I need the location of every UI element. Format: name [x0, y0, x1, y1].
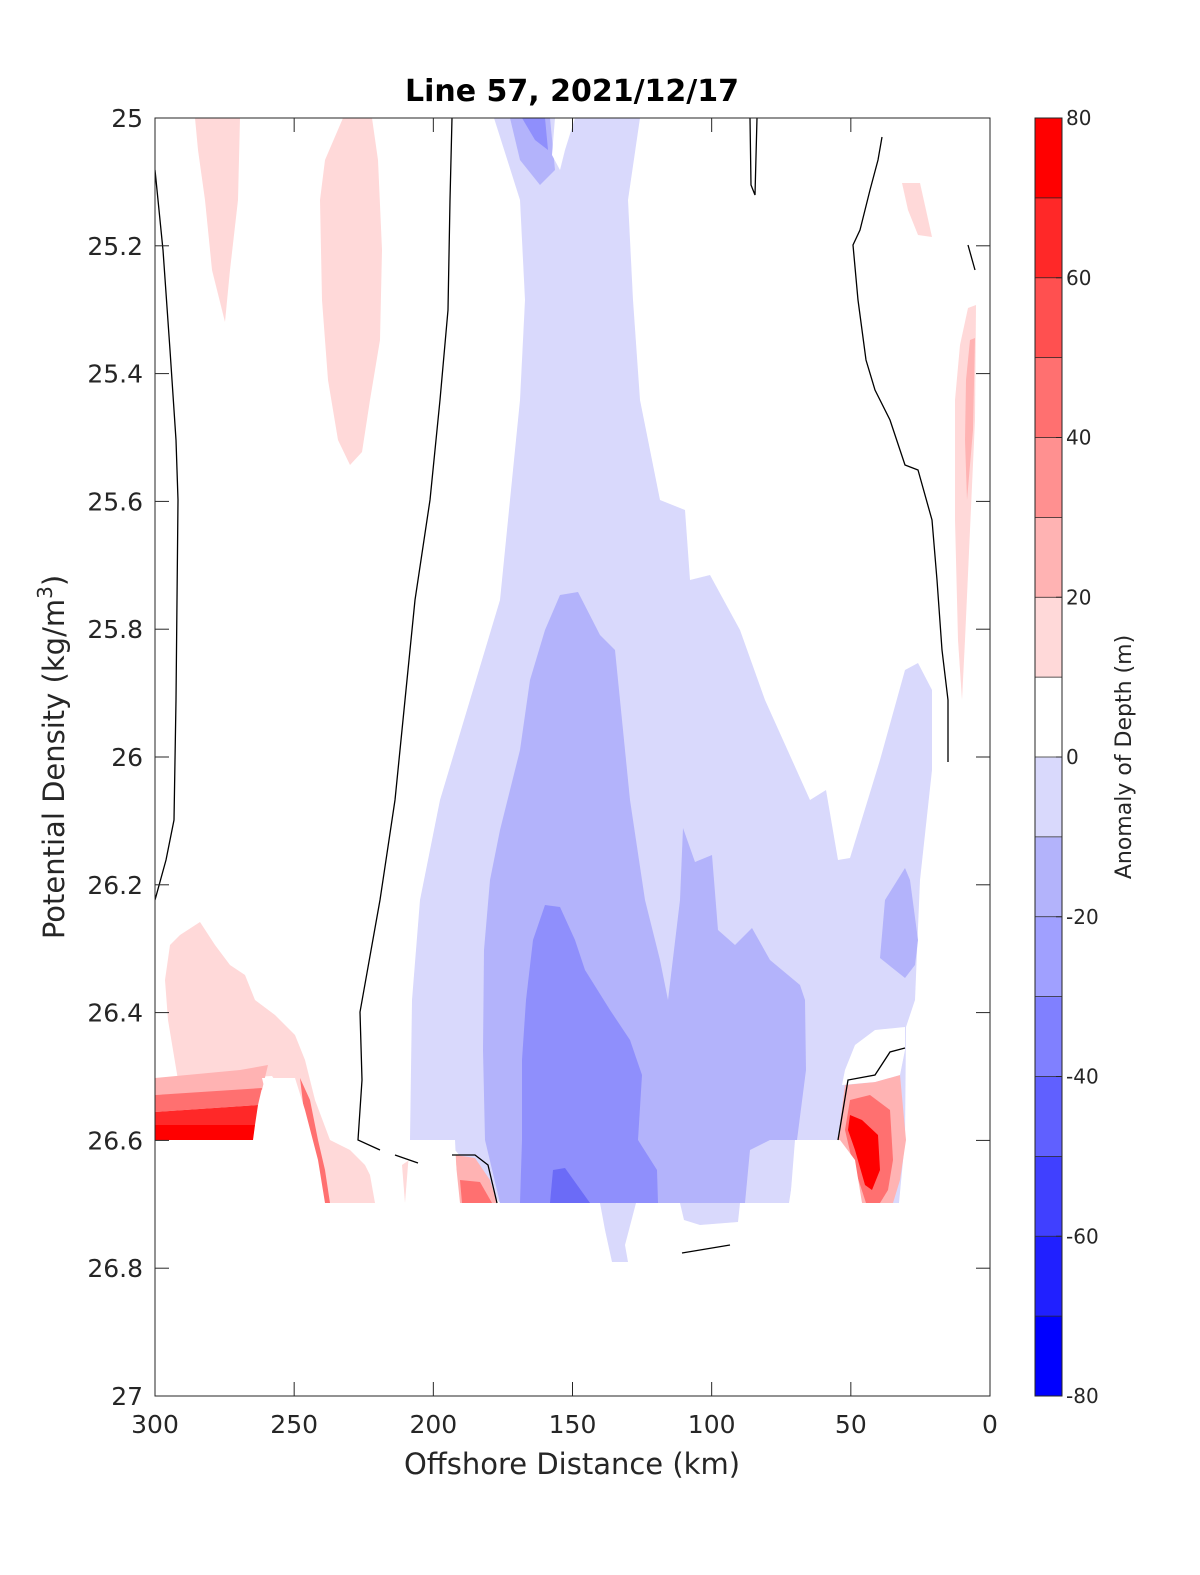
anomaly-region-red-band-1 — [155, 1065, 268, 1095]
y-tick-label: 26.6 — [87, 1126, 143, 1155]
colorbar-segment — [1035, 197, 1062, 279]
colorbar-segment — [1035, 357, 1062, 438]
colorbar-segment — [1035, 1236, 1062, 1317]
no-data-mask-1 — [262, 1078, 325, 1203]
colorbar-segment — [1035, 437, 1062, 518]
anomaly-region-light-blue-tail-2 — [680, 1203, 740, 1225]
anomaly-region-red-band-4 — [155, 1125, 255, 1140]
colorbar-segment — [1035, 1156, 1062, 1237]
colorbar-tick-label: 60 — [1066, 266, 1091, 290]
anomaly-region-blue-top-core — [522, 118, 548, 150]
x-tick-label: 250 — [270, 1410, 318, 1439]
colorbar: 80 60 40 20 0 -20 -40 -60 -80 — [1035, 106, 1099, 1408]
colorbar-segment — [1035, 1316, 1062, 1397]
anomaly-region-light-blue-tail — [600, 1203, 636, 1262]
colorbar-tick-label: 40 — [1066, 426, 1091, 450]
colorbar-tick-label: -60 — [1066, 1224, 1099, 1248]
colorbar-segment — [1035, 517, 1062, 598]
y-tick-label: 27 — [111, 1382, 143, 1411]
no-data-mask-3 — [790, 1140, 862, 1203]
anomaly-region-red-band-2 — [155, 1088, 262, 1112]
x-tick-label: 0 — [982, 1410, 998, 1439]
y-tick-label: 26 — [111, 743, 143, 772]
y-axis: 25 25.2 25.4 25.6 25.8 26 26.2 26.4 26.6 26.8 27 — [87, 104, 990, 1411]
zero-contour-seg-2 — [452, 1154, 498, 1204]
anomaly-region-blue-core — [550, 1168, 590, 1203]
y-tick-label: 26.2 — [87, 871, 143, 900]
colorbar-tick-label: -80 — [1066, 1384, 1099, 1408]
anomaly-region-red-band-3 — [155, 1105, 258, 1125]
y-axis-label-close: ) — [37, 575, 71, 586]
anomaly-region-pink-lobe-2 — [320, 118, 382, 465]
zero-contour-east — [852, 136, 949, 762]
zero-contour-east-corner — [967, 244, 976, 271]
zero-contour-bottom-east — [837, 1047, 906, 1141]
y-tick-label: 25.2 — [87, 232, 143, 261]
x-axis: 300 250 200 150 100 50 0 — [131, 118, 998, 1439]
colorbar-tick-label: 0 — [1066, 745, 1079, 769]
colorbar-tick-label: -40 — [1066, 1065, 1099, 1089]
y-tick-label: 26.4 — [87, 999, 143, 1028]
anomaly-region-red-spike — [300, 1078, 330, 1203]
no-data-mask-2 — [155, 1203, 990, 1396]
colorbar-segment — [1035, 916, 1062, 998]
y-tick-label: 25.6 — [87, 487, 143, 516]
zero-contour-west — [155, 169, 179, 901]
y-tick-label: 25 — [111, 104, 143, 133]
x-tick-label: 100 — [688, 1410, 736, 1439]
y-tick-label: 25.4 — [87, 360, 143, 389]
x-tick-label: 150 — [549, 1410, 597, 1439]
colorbar-tick-label: 80 — [1066, 106, 1091, 130]
colorbar-segment — [1035, 677, 1062, 758]
zero-contour-east-top — [749, 118, 758, 196]
contour-fills — [155, 118, 990, 1396]
colorbar-tick-label: -20 — [1066, 905, 1099, 929]
colorbar-frame — [1034, 117, 1063, 1397]
colorbar-tick-label: 20 — [1066, 585, 1091, 609]
colorbar-segment — [1035, 836, 1062, 918]
anomaly-region-pink-lower-left — [165, 922, 375, 1203]
anomaly-region-medium-blue-east — [880, 868, 918, 978]
colorbar-segment — [1035, 277, 1062, 359]
anomaly-region-pink-lobe-4-core — [965, 338, 975, 500]
zero-contour-mid-west — [357, 118, 453, 1151]
x-tick-label: 300 — [131, 1410, 179, 1439]
x-axis-label: Offshore Distance (km) — [404, 1447, 740, 1481]
y-tick-label: 26.8 — [87, 1254, 143, 1283]
y-tick-label: 25.8 — [87, 615, 143, 644]
anomaly-region-red-east-core-2 — [848, 1115, 880, 1190]
zero-contour-lines — [155, 118, 976, 1254]
x-tick-label: 200 — [409, 1410, 457, 1439]
colorbar-segment — [1035, 118, 1062, 199]
no-data-mask-4 — [405, 1140, 458, 1203]
colorbar-segment — [1035, 996, 1062, 1077]
y-axis-label: Potential Density (kg/m3) — [33, 575, 71, 939]
colorbar-segment — [1035, 757, 1062, 838]
anomaly-region-red-lower-mid — [460, 1180, 492, 1203]
zero-contour-deep-east — [681, 1244, 731, 1254]
colorbar-segment — [1035, 597, 1062, 678]
colorbar-label: Anomaly of Depth (m) — [1112, 635, 1137, 879]
anomaly-region-pink-lobe-1 — [195, 118, 240, 322]
no-data-mask-5 — [552, 118, 575, 170]
anomaly-region-pink-lobe-3 — [902, 183, 932, 237]
x-tick-label: 50 — [835, 1410, 867, 1439]
zero-contour-seg — [394, 1154, 419, 1164]
anomaly-region-dark-blue — [520, 905, 658, 1203]
colorbar-segment — [1035, 1076, 1062, 1157]
no-data-mask-6 — [842, 1027, 905, 1085]
y-axis-label-superscript: 3 — [33, 586, 57, 599]
chart-title: Line 57, 2021/12/17 — [405, 74, 739, 109]
